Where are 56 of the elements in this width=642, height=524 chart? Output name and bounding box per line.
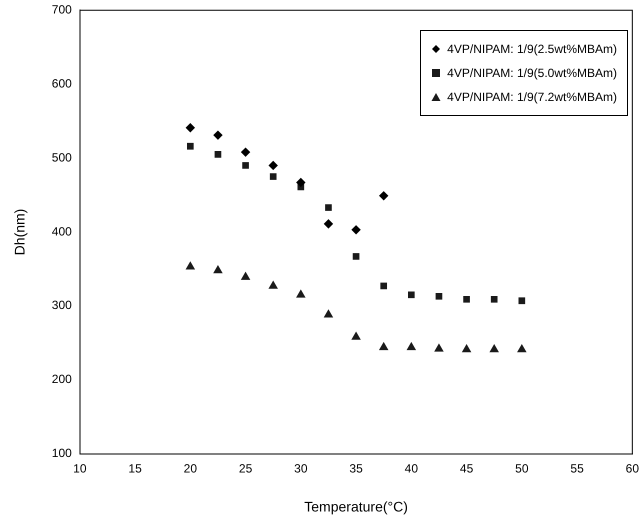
point bbox=[517, 344, 526, 352]
point bbox=[490, 296, 498, 303]
legend-label: 4VP/NIPAM: 1/9(2.5wt%MBAm) bbox=[447, 41, 617, 58]
x-tick-label: 30 bbox=[294, 461, 308, 476]
point bbox=[352, 225, 361, 234]
point bbox=[214, 151, 222, 158]
x-tick-label: 45 bbox=[460, 461, 474, 476]
point bbox=[213, 130, 222, 140]
point bbox=[434, 344, 444, 352]
point bbox=[436, 292, 442, 300]
point bbox=[296, 290, 306, 298]
point bbox=[242, 162, 249, 169]
x-axis-title: Temperature(°C) bbox=[304, 498, 408, 514]
legend-label: 4VP/NIPAM: 1/9(7.2wt%MBAm) bbox=[447, 89, 617, 106]
point bbox=[379, 342, 388, 350]
point bbox=[463, 296, 470, 303]
x-tick-label: 10 bbox=[73, 461, 87, 476]
point bbox=[324, 310, 333, 318]
y-tick-label: 200 bbox=[52, 372, 72, 386]
x-tick-label: 60 bbox=[626, 461, 640, 476]
point bbox=[408, 292, 415, 298]
point bbox=[241, 148, 250, 157]
y-tick-label: 100 bbox=[52, 446, 72, 460]
x-tick-label: 25 bbox=[238, 461, 253, 476]
y-tick-label: 400 bbox=[52, 224, 72, 238]
point bbox=[186, 262, 195, 270]
point bbox=[406, 342, 416, 350]
x-tick-label: 55 bbox=[570, 461, 584, 476]
y-tick-label: 500 bbox=[52, 150, 72, 164]
y-tick-label: 600 bbox=[52, 76, 72, 90]
point bbox=[324, 219, 333, 228]
point bbox=[380, 282, 388, 290]
point bbox=[379, 191, 388, 200]
point bbox=[325, 204, 332, 211]
point bbox=[518, 297, 526, 304]
x-tick-label: 20 bbox=[184, 461, 198, 476]
y-tick-label: 300 bbox=[52, 298, 72, 312]
point bbox=[186, 123, 195, 132]
legend-label: 4VP/NIPAM: 1/9(5.0wt%MBAm) bbox=[447, 65, 617, 82]
y-tick-label: 700 bbox=[52, 2, 72, 17]
point bbox=[268, 160, 278, 170]
y-axis-title: Dh(nm) bbox=[11, 208, 28, 256]
point bbox=[186, 142, 194, 150]
point bbox=[352, 332, 360, 340]
x-tick-label: 40 bbox=[404, 461, 418, 476]
x-tick-label: 35 bbox=[349, 461, 364, 476]
point bbox=[268, 280, 278, 289]
point bbox=[214, 265, 222, 274]
point bbox=[270, 173, 277, 180]
point bbox=[490, 344, 499, 352]
x-tick-label: 50 bbox=[515, 461, 529, 476]
point bbox=[462, 344, 471, 352]
point bbox=[241, 272, 250, 280]
point bbox=[296, 178, 306, 187]
x-tick-label: 15 bbox=[128, 461, 142, 476]
point bbox=[352, 253, 360, 260]
